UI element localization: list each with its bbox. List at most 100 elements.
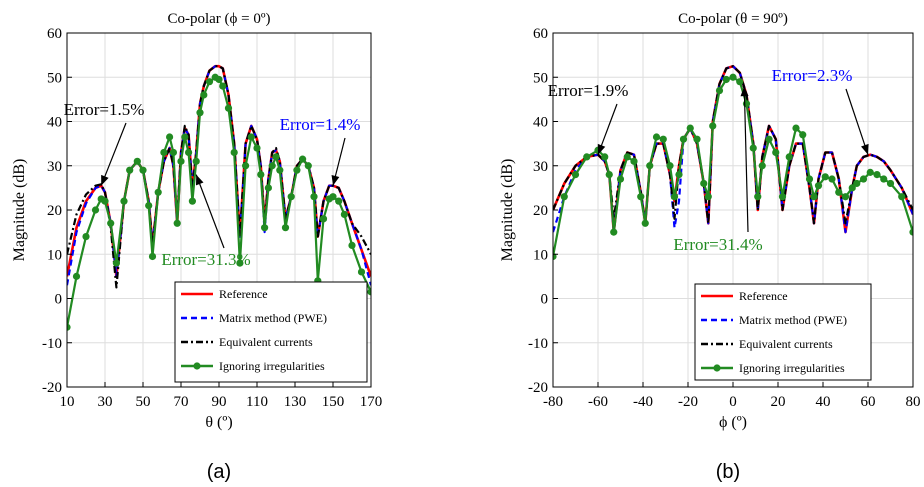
x-tick-label: 30	[98, 394, 113, 410]
series-point	[224, 104, 233, 112]
y-tick-label: -10	[42, 336, 62, 352]
y-tick-label: 40	[47, 115, 62, 131]
series-point	[641, 219, 649, 227]
series-point	[205, 78, 214, 86]
x-tick-label: 110	[246, 394, 268, 410]
x-tick-label: 130	[284, 394, 307, 410]
series-point	[736, 78, 744, 86]
series-point	[805, 175, 814, 183]
series-point	[185, 148, 193, 157]
series-point	[742, 100, 751, 108]
series-point	[101, 197, 109, 205]
series-point	[772, 148, 780, 157]
x-axis-label: ϕ (º)	[719, 414, 747, 431]
series-point	[605, 171, 613, 179]
series-point	[571, 171, 580, 179]
x-tick-label: -80	[543, 394, 563, 410]
series-point	[666, 162, 674, 170]
chart-panel-b: -80 -60 -40 -20 0 20 40 60 80 -20 -10 0 10 20 30 40 50 60…	[499, 11, 921, 483]
series-point	[91, 206, 100, 214]
series-point	[722, 75, 730, 84]
legend-entry: Ignoring irregularities	[219, 359, 325, 373]
series-point	[230, 148, 238, 157]
x-tick-label: 40	[816, 394, 831, 410]
series-point	[293, 166, 301, 174]
series-point	[126, 166, 134, 174]
legend-entry: Matrix method (PWE)	[219, 311, 327, 325]
series-point	[828, 175, 836, 183]
series-point	[173, 219, 181, 227]
series-point	[112, 259, 120, 267]
y-tick-label: 30	[533, 159, 548, 175]
series-point	[200, 91, 208, 99]
series-point	[601, 153, 609, 161]
series-point	[880, 175, 888, 183]
series-point	[859, 175, 868, 183]
y-tick-label: -20	[42, 380, 62, 396]
error-annotation: Error=1.9%	[548, 81, 629, 100]
legend-box	[694, 283, 872, 381]
series-point	[652, 133, 661, 141]
chart-title: Co-polar (ϕ = 0º)	[167, 11, 270, 27]
series-point	[340, 210, 348, 219]
series-point	[148, 252, 157, 261]
series-point	[304, 162, 312, 170]
chart-panel-a: 10 30 50 70 90 110 130 150 170 -20 -10 0 10 20 30 40 50 6…	[11, 11, 382, 483]
x-tick-label: 150	[322, 394, 345, 410]
series-point	[215, 75, 223, 84]
series-point	[257, 171, 265, 179]
x-tick-label: 70	[174, 394, 189, 410]
series-point	[821, 173, 829, 181]
series-point	[272, 153, 280, 161]
series-point	[67, 323, 71, 331]
x-tick-label: 20	[771, 394, 786, 410]
series-point	[335, 197, 343, 205]
x-tick-label: 0	[729, 394, 737, 410]
y-tick-label: 20	[533, 203, 548, 219]
x-tick-label: 90	[212, 394, 227, 410]
series-point	[196, 109, 204, 117]
x-tick-label: -20	[678, 394, 698, 410]
y-tick-label: -20	[528, 380, 548, 396]
series-point	[264, 184, 272, 192]
series-point	[853, 179, 861, 188]
series-point	[792, 124, 800, 132]
series-point	[704, 193, 712, 201]
series-point	[276, 166, 284, 174]
error-annotation: Error=1.5%	[64, 100, 145, 119]
series-point	[646, 162, 654, 170]
error-annotation: Error=31.4%	[673, 235, 762, 254]
series-point	[814, 182, 823, 190]
y-tick-label: 30	[47, 159, 62, 175]
series-point	[120, 197, 128, 205]
series-point	[686, 124, 694, 132]
series-point	[873, 171, 881, 179]
series-point	[700, 179, 708, 188]
series-point	[637, 193, 645, 201]
y-tick-label: 60	[47, 26, 62, 42]
arrow-head	[740, 86, 749, 97]
series-point	[166, 133, 174, 141]
y-tick-label: 40	[533, 115, 548, 131]
y-tick-label: 60	[533, 26, 548, 42]
series-point	[610, 228, 618, 236]
series-point	[139, 166, 147, 174]
arrow-head	[101, 174, 109, 186]
y-tick-label: 10	[47, 247, 62, 263]
y-tick-label: 50	[533, 70, 548, 86]
annotation-arrow	[195, 174, 225, 249]
y-tick-label: -10	[528, 336, 548, 352]
x-axis-label: θ (º)	[205, 414, 232, 431]
series-point	[765, 135, 773, 143]
series-point	[253, 144, 261, 152]
y-axis-label: Magnitude (dB)	[499, 159, 516, 262]
series-point	[560, 193, 568, 201]
series-point	[909, 228, 913, 236]
y-tick-label: 10	[533, 247, 548, 263]
legend-entry: Ignoring irregularities	[739, 361, 845, 375]
series-point	[841, 193, 850, 201]
series-point	[268, 162, 276, 170]
series-point	[785, 153, 793, 161]
series-point	[616, 175, 625, 183]
